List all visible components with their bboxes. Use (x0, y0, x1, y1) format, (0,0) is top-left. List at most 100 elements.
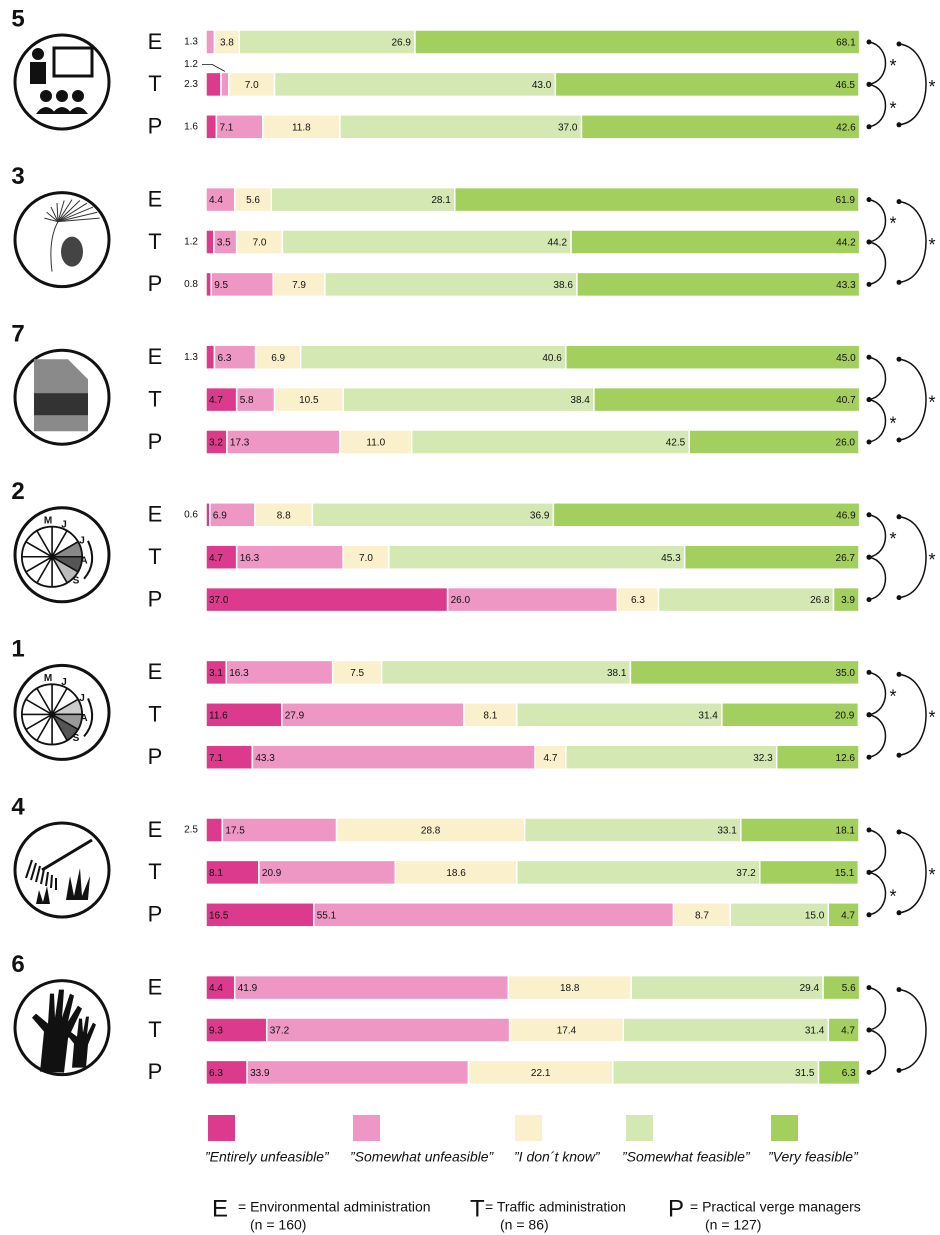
bracket (868, 41, 887, 86)
bar-segment (622, 1017, 830, 1043)
value-label: 40.6 (542, 353, 562, 364)
bar-segment (523, 817, 742, 843)
value-label: 43.3 (255, 753, 275, 764)
row-label: T (148, 386, 161, 411)
icon-board (52, 46, 94, 78)
icon-arrow (83, 540, 94, 580)
legend-swatch (208, 1115, 235, 1141)
value-label: 10.5 (299, 395, 319, 406)
bar-segment (228, 71, 276, 98)
value-label: 41.9 (238, 983, 258, 994)
legend-label: ”Somewhat feasible” (622, 1149, 751, 1165)
bar-segment (565, 344, 861, 370)
bar-segment (729, 902, 830, 928)
value-label: 18.1 (836, 826, 856, 837)
bar-segment (832, 586, 860, 613)
value-label: 11.8 (292, 122, 311, 133)
bar-segment (827, 902, 860, 928)
bracket-end (896, 1067, 902, 1073)
row-label: P (148, 429, 163, 454)
bar-segment (205, 902, 315, 928)
value-label: 1.2 (184, 237, 198, 248)
bracket-end (896, 279, 902, 285)
bar-segment (593, 386, 861, 413)
row-label: P (148, 744, 163, 769)
value-label: 16.3 (229, 668, 249, 679)
value-label: 8.1 (209, 868, 223, 879)
value-label: 3.9 (841, 595, 855, 606)
value-label: 40.7 (836, 395, 856, 406)
icon-letter: J (61, 677, 67, 688)
bracket (868, 671, 887, 716)
row-label: P (148, 114, 163, 139)
value-label: 1.6 (184, 121, 198, 132)
bar-segment (235, 229, 284, 255)
bar-segment (205, 544, 238, 570)
bar-segment (220, 71, 230, 98)
bar-segment (299, 344, 567, 370)
significance-mark: * (928, 77, 935, 97)
footer-letter: E (212, 1195, 228, 1222)
value-label: 33.9 (250, 1068, 270, 1079)
value-label: 3.2 (209, 438, 223, 449)
bar-segment (205, 271, 212, 298)
bracket-end (866, 712, 872, 718)
footer-letter: P (668, 1195, 684, 1222)
significance-mark: * (928, 708, 935, 728)
bar-segment (657, 586, 835, 613)
value-label: 6.3 (209, 1068, 223, 1079)
bar-segment (235, 386, 276, 413)
value-label: 31.5 (795, 1068, 815, 1079)
icon-rake-tine (35, 865, 41, 883)
bar-segment (508, 1017, 625, 1043)
value-label: 20.9 (835, 710, 855, 721)
bar-segment (205, 586, 449, 613)
bracket-end (866, 985, 872, 991)
value-label: 43.3 (836, 280, 856, 291)
value-label: 28.1 (431, 195, 451, 206)
bracket-end (866, 912, 872, 918)
bracket (898, 200, 927, 284)
value-label: 16.3 (240, 553, 260, 564)
bracket-end (866, 869, 872, 875)
bar-segment (221, 817, 338, 843)
value-label: 5.6 (246, 195, 260, 206)
bar-segment (827, 1017, 860, 1043)
value-label: 17.4 (557, 1026, 577, 1037)
bar-segment (565, 744, 778, 770)
value-label: 7.5 (350, 668, 364, 679)
bracket (868, 356, 887, 401)
value-label: 7.0 (245, 80, 259, 91)
bracket-end (866, 124, 872, 130)
icon-rake-tine (30, 862, 37, 881)
value-label: 4.7 (209, 553, 223, 564)
value-label: 37.0 (209, 595, 229, 606)
icon-pappus (57, 206, 94, 223)
footer-letter: T (470, 1195, 485, 1222)
bar-segment (576, 271, 861, 298)
value-label: 44.2 (836, 238, 856, 249)
bar-segment (265, 1017, 511, 1043)
icon-body (36, 107, 56, 114)
group-label: 3 (11, 163, 24, 190)
significance-mark: * (889, 414, 896, 434)
bar-segment (205, 744, 254, 770)
icon-rake-tine (25, 859, 33, 879)
bracket-end (866, 197, 872, 203)
icon-rake-tine (40, 868, 45, 885)
value-label: 3.8 (220, 38, 234, 49)
row-label: T (148, 229, 161, 254)
significance-mark: * (928, 865, 935, 885)
value-label: 7.1 (219, 122, 233, 133)
bar-segment (280, 702, 465, 728)
icon-pappus (46, 211, 59, 222)
bracket-end (896, 437, 902, 443)
bracket (868, 871, 887, 916)
value-label: 37.0 (558, 122, 578, 133)
footer-label: = Environmental administration (238, 1199, 431, 1215)
bar-segment (612, 1059, 820, 1086)
bar-segment (238, 29, 416, 55)
icon-letter: M (44, 515, 52, 526)
bracket-end (896, 910, 902, 916)
icon-body (68, 107, 88, 114)
